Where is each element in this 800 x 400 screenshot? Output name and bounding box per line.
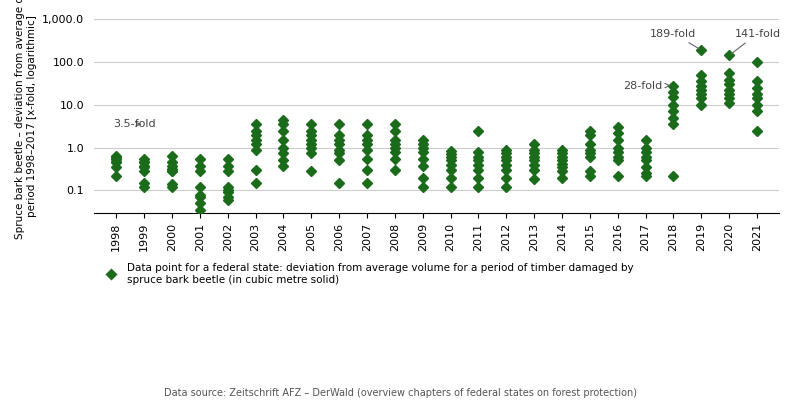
Text: 141-fold: 141-fold — [731, 28, 781, 54]
Text: 28-fold: 28-fold — [623, 80, 670, 90]
Legend: Data point for a federal state: deviation from average volume for a period of ti: Data point for a federal state: deviatio… — [99, 259, 638, 289]
Text: 189-fold: 189-fold — [650, 28, 699, 48]
Y-axis label: Spruce bark beetle – deviation from average of
period 1998–2017 [x-fold, logarit: Spruce bark beetle – deviation from aver… — [15, 0, 37, 239]
Text: Data source: Zeitschrift AFZ – DerWald (overview chapters of federal states on f: Data source: Zeitschrift AFZ – DerWald (… — [163, 388, 637, 398]
Text: 3.5-fold: 3.5-fold — [114, 119, 156, 129]
